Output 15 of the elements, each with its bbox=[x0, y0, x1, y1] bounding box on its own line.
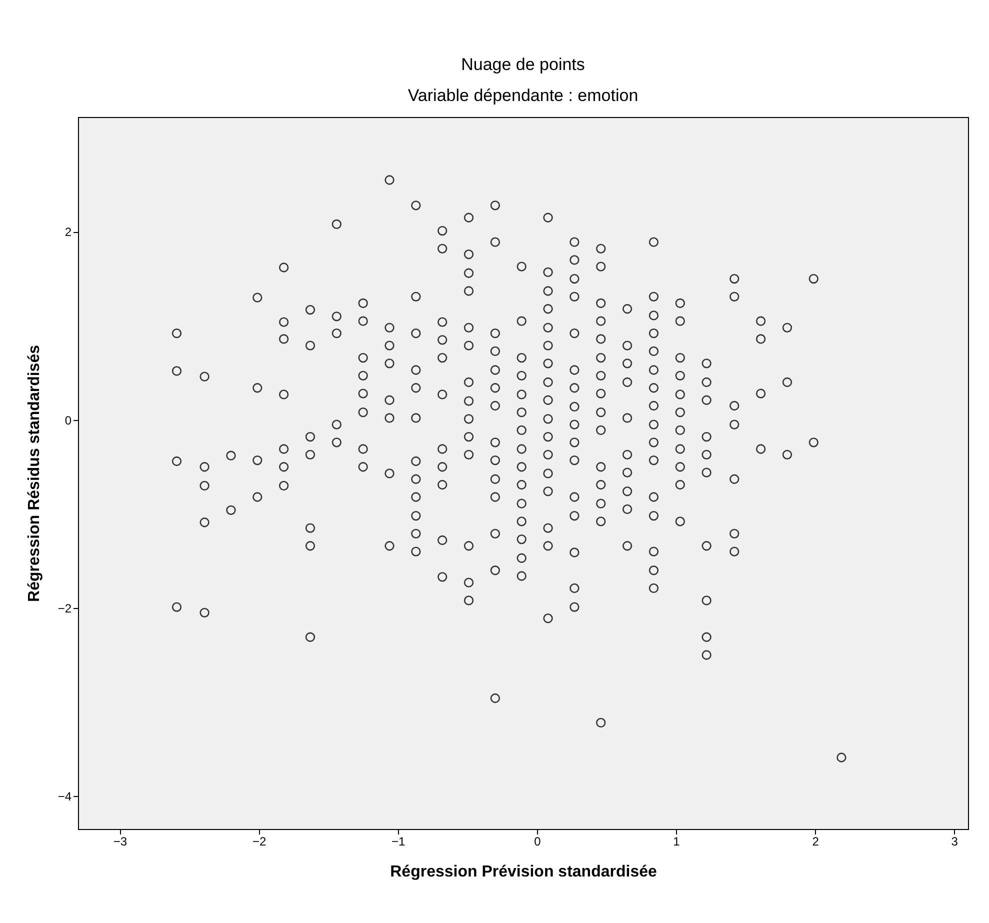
y-tick-label: 2 bbox=[64, 225, 72, 240]
chart-subtitle: Variable dépendante : emotion bbox=[408, 86, 638, 105]
y-tick-label: −4 bbox=[58, 790, 72, 804]
y-tick-label: 0 bbox=[64, 413, 72, 428]
x-tick-label: −1 bbox=[392, 834, 406, 848]
y-axis-title: Régression Résidus standardisés bbox=[26, 344, 43, 602]
chart-title: Nuage de points bbox=[461, 55, 585, 74]
x-tick-label: 1 bbox=[673, 834, 680, 848]
x-axis-title: Régression Prévision standardisée bbox=[390, 864, 657, 880]
x-tick-label: −3 bbox=[113, 834, 128, 848]
y-tick-label: −2 bbox=[58, 601, 72, 616]
x-tick-label: −2 bbox=[252, 834, 266, 848]
x-tick-label: 2 bbox=[812, 834, 820, 848]
x-tick-label: 3 bbox=[951, 834, 958, 848]
x-tick-label: 0 bbox=[534, 834, 542, 848]
